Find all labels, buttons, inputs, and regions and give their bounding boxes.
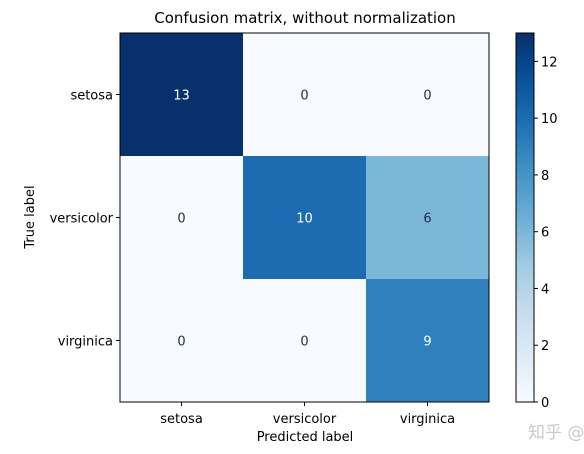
cell-value-label: 9 xyxy=(423,335,431,350)
y-tick-label: versicolor xyxy=(50,212,114,227)
cell-value-label: 10 xyxy=(296,212,313,227)
colorbar-tick-label: 0 xyxy=(541,396,549,411)
heatmap-cell xyxy=(366,156,489,279)
heatmap-cell xyxy=(366,279,489,402)
colorbar-tick-label: 4 xyxy=(541,282,549,297)
colorbar xyxy=(515,32,535,403)
heatmap-cell xyxy=(243,279,366,402)
colorbar-tick-label: 2 xyxy=(541,339,549,354)
heatmap-cell xyxy=(120,33,243,156)
cell-value-label: 13 xyxy=(173,89,190,104)
y-axis-ticks: setosa versicolor virginica xyxy=(50,89,120,350)
heatmap-cells: 13 0 0 0 10 6 0 0 9 xyxy=(120,33,489,402)
colorbar-tick-label: 12 xyxy=(541,55,558,70)
cell-value-label: 0 xyxy=(300,89,308,104)
colorbar-ticks: 0 2 4 6 8 10 12 xyxy=(534,55,558,411)
cell-value-label: 0 xyxy=(177,212,185,227)
colorbar-tick-label: 8 xyxy=(541,169,549,184)
heatmap-cell xyxy=(120,156,243,279)
cell-value-label: 0 xyxy=(300,335,308,350)
y-tick-label: setosa xyxy=(70,89,113,104)
colorbar-tick-label: 6 xyxy=(541,226,549,241)
x-tick-label: versicolor xyxy=(273,412,337,427)
cell-value-label: 6 xyxy=(423,212,431,227)
x-axis-ticks: setosa versicolor virginica xyxy=(160,402,455,427)
x-axis-label: Predicted label xyxy=(257,430,354,445)
colorbar-tick-label: 10 xyxy=(541,112,558,127)
y-tick-label: virginica xyxy=(58,335,113,350)
cell-value-label: 0 xyxy=(177,335,185,350)
heatmap-cell xyxy=(366,33,489,156)
heatmap-cell xyxy=(120,279,243,402)
cell-value-label: 0 xyxy=(423,89,431,104)
x-tick-label: virginica xyxy=(400,412,455,427)
chart-title: Confusion matrix, without normalization xyxy=(154,9,456,27)
y-axis-label: True label xyxy=(23,185,38,249)
x-tick-label: setosa xyxy=(160,412,203,427)
watermark: 知乎 @ xyxy=(528,423,584,443)
heatmap-cell xyxy=(243,156,366,279)
heatmap-cell xyxy=(243,33,366,156)
